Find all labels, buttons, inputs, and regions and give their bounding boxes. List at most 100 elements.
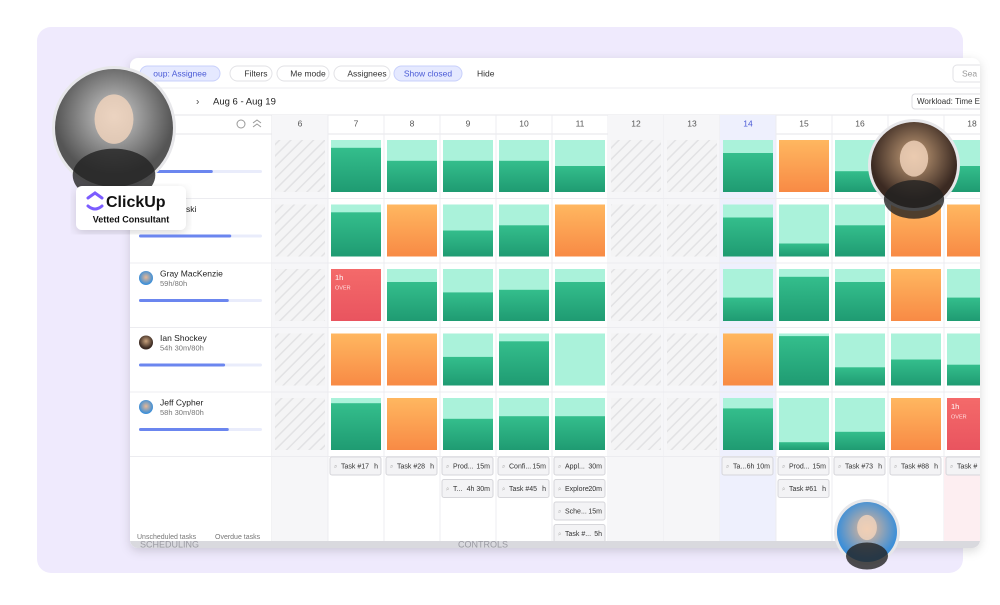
capacity-cell (779, 398, 829, 450)
task-time[interactable]: 15m (532, 463, 546, 470)
task-name[interactable]: Appl... (565, 463, 585, 470)
task-name[interactable]: T... (453, 486, 462, 493)
task-chip[interactable] (553, 456, 606, 476)
task-name[interactable]: Explore... (565, 486, 595, 493)
day-label: 7 (354, 118, 359, 128)
task-name[interactable]: Ta... (733, 463, 746, 470)
overbooked-cell (331, 333, 381, 386)
task-name[interactable]: Confi... (509, 463, 531, 470)
weekend-cell (667, 398, 717, 450)
overbooked-cell (555, 204, 605, 257)
task-chip[interactable] (945, 456, 997, 476)
badge-caption: Vetted Consultant (93, 214, 170, 224)
task-chip[interactable] (329, 456, 382, 476)
date-range: Aug 6 - Aug 19 (213, 97, 276, 108)
task-chip[interactable] (385, 456, 438, 476)
task-chip[interactable] (553, 501, 606, 521)
task-name[interactable]: Prod... (453, 463, 474, 470)
search-placeholder[interactable]: Sea (962, 68, 977, 78)
workload-fill (723, 153, 773, 192)
task-chip[interactable] (441, 479, 494, 498)
overload-cell (331, 269, 381, 321)
task-time[interactable]: 4h 30m (467, 486, 491, 493)
task-time[interactable]: 15m (812, 463, 826, 470)
task-name[interactable]: Task #61 (789, 486, 817, 493)
task-time[interactable]: h (934, 463, 938, 470)
task-time[interactable]: 15m (476, 463, 490, 470)
task-chip[interactable] (777, 479, 830, 498)
capacity-bar (139, 363, 226, 367)
eye-icon (236, 119, 246, 129)
task-chip[interactable] (553, 479, 606, 498)
task-name[interactable]: Task #88 (901, 463, 929, 470)
capacity-cell (555, 333, 605, 386)
footer-strip (130, 541, 980, 548)
toolbar-label[interactable]: Filters (244, 68, 267, 78)
workload-fill (387, 160, 437, 192)
toolbar-label[interactable]: Show closed (404, 68, 452, 78)
workload-fill (835, 431, 885, 450)
day-label: 10 (519, 118, 529, 128)
toolbar-label[interactable]: Hide (477, 68, 495, 78)
person-hours: 54h 30m/80h (160, 343, 204, 352)
workload-fill (779, 243, 829, 257)
weekend-cell (275, 398, 325, 450)
task-time[interactable]: h (430, 463, 434, 470)
task-chip[interactable] (441, 456, 494, 476)
task-name[interactable]: Sche... (565, 508, 587, 515)
workload-fill (499, 341, 549, 386)
task-name[interactable]: Task #17 (341, 463, 369, 470)
toolbar-label[interactable]: Me mode (290, 68, 326, 78)
weekend-cell (275, 333, 325, 386)
weekend-cell (667, 269, 717, 321)
task-chip[interactable] (497, 456, 550, 476)
toolbar-button[interactable] (333, 65, 391, 82)
task-name[interactable]: Task # (957, 463, 977, 470)
task-time[interactable]: 30m (588, 463, 602, 470)
task-time[interactable]: 20m (588, 486, 602, 493)
task-icon: ⌕ (446, 487, 449, 493)
task-name[interactable]: Task #73 (845, 463, 873, 470)
task-chip[interactable] (777, 456, 830, 476)
task-chip[interactable] (833, 456, 886, 476)
day-label: 8 (410, 118, 415, 128)
search-box[interactable] (952, 64, 993, 83)
toolbar-button[interactable] (276, 65, 330, 82)
toolbar-button[interactable] (393, 65, 463, 82)
task-name[interactable]: Task #45 (509, 486, 537, 493)
toolbar-label[interactable]: oup: Assignee (153, 68, 207, 78)
toolbar-label[interactable]: Assignees (347, 68, 386, 78)
task-time[interactable]: h (822, 486, 826, 493)
day-label: 12 (631, 118, 641, 128)
portrait-body (883, 180, 945, 219)
footer-label: Unscheduled tasks (137, 534, 197, 541)
task-time[interactable]: h (374, 463, 378, 470)
task-name[interactable]: Task #28 (397, 463, 425, 470)
workload-label[interactable]: Workload: Time E (917, 97, 980, 106)
overbooked-cell (891, 269, 941, 321)
toolbar-button[interactable] (229, 65, 273, 82)
weekend-cell (611, 269, 661, 321)
task-time[interactable]: h (542, 486, 546, 493)
task-time[interactable]: 6h 10m (747, 463, 771, 470)
workload-fill (443, 356, 493, 386)
workload-fill (555, 282, 605, 321)
task-chip[interactable] (889, 456, 942, 476)
task-time[interactable]: 5h (594, 531, 602, 538)
task-name[interactable]: Task #... (565, 531, 591, 538)
task-time[interactable]: 15m (588, 508, 602, 515)
day-label: 13 (687, 118, 697, 128)
task-time[interactable]: h (878, 463, 882, 470)
workload-select[interactable] (911, 93, 992, 110)
task-name[interactable]: Prod... (789, 463, 810, 470)
overload-status: OVER (335, 285, 351, 291)
task-chip[interactable] (721, 456, 774, 476)
overload-cell (947, 398, 980, 450)
workload-fill (443, 160, 493, 192)
workload-fill (835, 282, 885, 321)
task-icon: ⌕ (782, 487, 785, 493)
task-icon: ⌕ (950, 464, 953, 470)
overbooked-cell (891, 398, 941, 450)
task-chip[interactable] (497, 479, 550, 498)
